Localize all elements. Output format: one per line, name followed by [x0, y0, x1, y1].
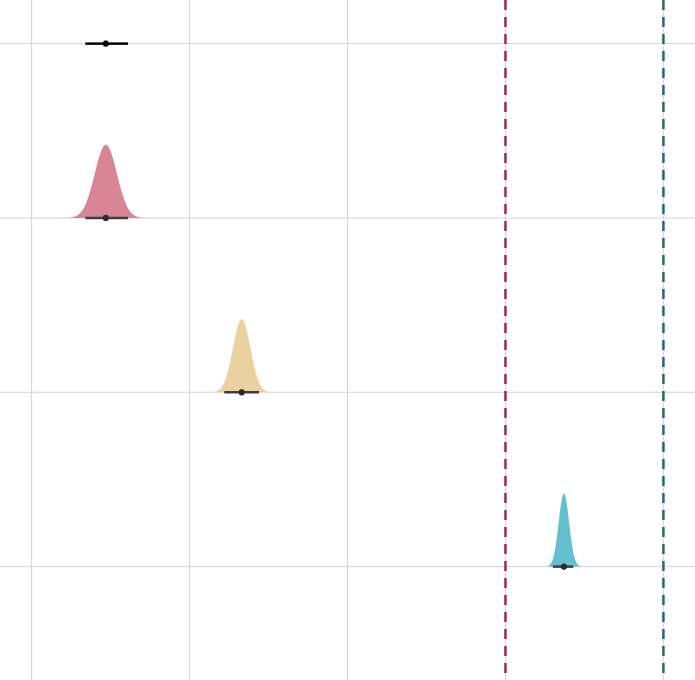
- point-estimate: [238, 389, 245, 396]
- reference-lines: [504, 0, 665, 680]
- interval-series: [85, 40, 574, 570]
- point-estimate: [560, 563, 568, 570]
- density-curve: [39, 144, 173, 218]
- density-series: [39, 144, 596, 567]
- point-estimate: [102, 214, 110, 222]
- density-curve: [189, 319, 294, 393]
- point-estimate: [102, 40, 110, 47]
- density-curve: [532, 493, 596, 567]
